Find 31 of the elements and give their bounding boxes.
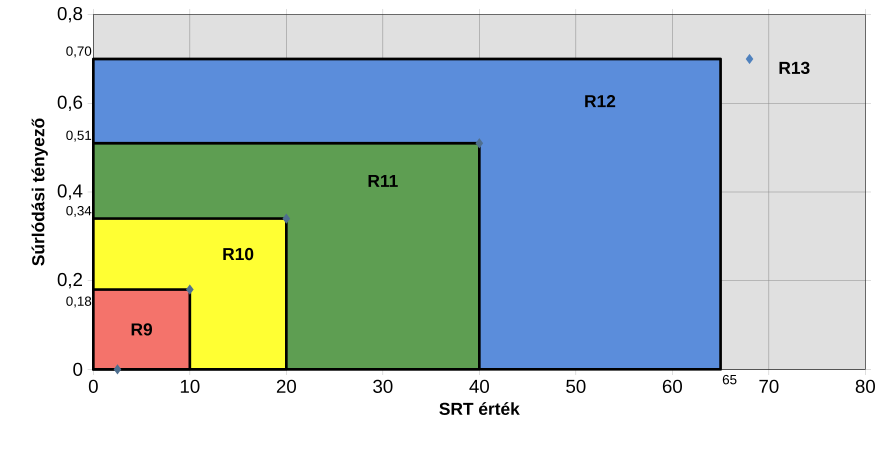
- x-tick-label: 10: [180, 380, 200, 394]
- text: 0,18: [66, 296, 92, 308]
- point: [746, 54, 754, 64]
- point: [114, 364, 122, 374]
- text: 0,51: [66, 130, 92, 142]
- y-tick-label: 0,4: [58, 184, 82, 200]
- y-tick-label: 0,6: [58, 96, 82, 112]
- x-tick-label: 80: [856, 380, 875, 394]
- x-tick-label: 70: [759, 380, 778, 394]
- text: 0,34: [66, 206, 92, 218]
- point: [282, 214, 290, 224]
- x-tick-label: 50: [566, 380, 586, 394]
- x-tick-label: 30: [373, 380, 392, 394]
- text: 65: [722, 375, 736, 385]
- x-tick-label: 20: [276, 380, 296, 394]
- x-axis-title: SRT érték: [439, 402, 520, 416]
- x-tick-label: 60: [662, 380, 682, 394]
- point: [476, 138, 484, 148]
- series-label: R11: [368, 175, 398, 188]
- y-tick-label: 0: [73, 362, 82, 376]
- series-label: R12: [585, 95, 616, 108]
- series-label: R9: [132, 323, 152, 336]
- series-label: R13: [780, 62, 810, 74]
- y-tick-label: 0,8: [58, 7, 82, 23]
- point: [186, 284, 194, 295]
- series-label: R10: [223, 248, 254, 260]
- x-tick-label: 0: [88, 380, 98, 394]
- x-tick-label: 40: [469, 380, 489, 394]
- y-tick-label: 0,2: [58, 273, 82, 289]
- text: 0,70: [66, 46, 92, 58]
- y-axis-title: Súrlódási tényező: [32, 118, 48, 266]
